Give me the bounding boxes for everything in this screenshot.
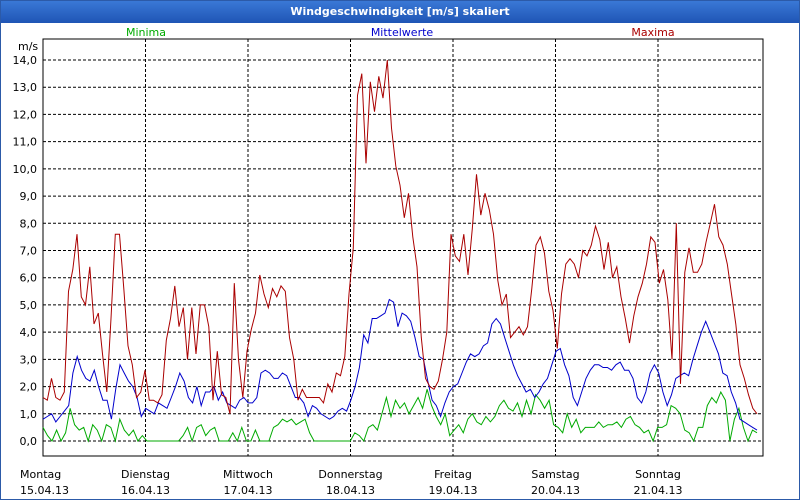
y-tick-label: 13,0	[13, 81, 38, 94]
minima-line	[42, 389, 758, 443]
legend-mittelwerte: Mittelwerte	[371, 26, 434, 39]
x-date-label: 20.04.13	[531, 484, 580, 497]
y-tick-label: 14,0	[13, 54, 38, 67]
y-tick-label: 7,0	[20, 245, 38, 258]
x-date-label: 17.04.13	[224, 484, 273, 497]
title-bar: Windgeschwindigkeit [m/s] skaliert	[1, 1, 799, 23]
mittelwerte-line	[42, 298, 758, 431]
legend-minima: Minima	[126, 26, 166, 39]
x-day-label: Donnerstag	[318, 468, 382, 481]
maxima-line	[42, 59, 758, 415]
x-date-label: 15.04.13	[20, 484, 69, 497]
x-date-label: 19.04.13	[429, 484, 478, 497]
x-day-label: Samstag	[531, 468, 579, 481]
y-tick-label: 4,0	[20, 326, 38, 339]
plot-area	[42, 38, 764, 457]
x-date-label: 21.04.13	[634, 484, 683, 497]
window-title: Windgeschwindigkeit [m/s] skaliert	[290, 5, 510, 18]
y-tick-label: 3,0	[20, 353, 38, 366]
y-tick-label: 9,0	[20, 190, 38, 203]
legend: Minima Mittelwerte Maxima	[126, 26, 675, 39]
x-date-label: 18.04.13	[326, 484, 375, 497]
y-tick-label: 2,0	[20, 381, 38, 394]
y-axis-label: m/s	[18, 40, 38, 53]
y-tick-label: 1,0	[20, 408, 38, 421]
y-tick-label: 12,0	[13, 108, 38, 121]
y-tick-label: 10,0	[13, 163, 38, 176]
series-group	[42, 59, 758, 443]
x-date-label: 16.04.13	[121, 484, 170, 497]
y-tick-label: 0,0	[20, 435, 38, 448]
y-axis: 14,0 13,0 12,0 11,0 10,0 9,0 8,0 7,0 6,0 5,0 4,0 3,…	[13, 54, 38, 448]
y-tick-label: 5,0	[20, 299, 38, 312]
x-day-label: Montag	[20, 468, 61, 481]
y-tick-label: 8,0	[20, 217, 38, 230]
y-tick-label: 11,0	[13, 136, 38, 149]
x-day-label: Dienstag	[121, 468, 170, 481]
x-axis: Montag 15.04.13 Dienstag 16.04.13 Mittwoch 17…	[20, 468, 682, 497]
y-tick-label: 6,0	[20, 272, 38, 285]
x-day-label: Freitag	[434, 468, 472, 481]
x-day-label: Sonntag	[635, 468, 681, 481]
legend-maxima: Maxima	[631, 26, 674, 39]
x-day-label: Mittwoch	[223, 468, 273, 481]
